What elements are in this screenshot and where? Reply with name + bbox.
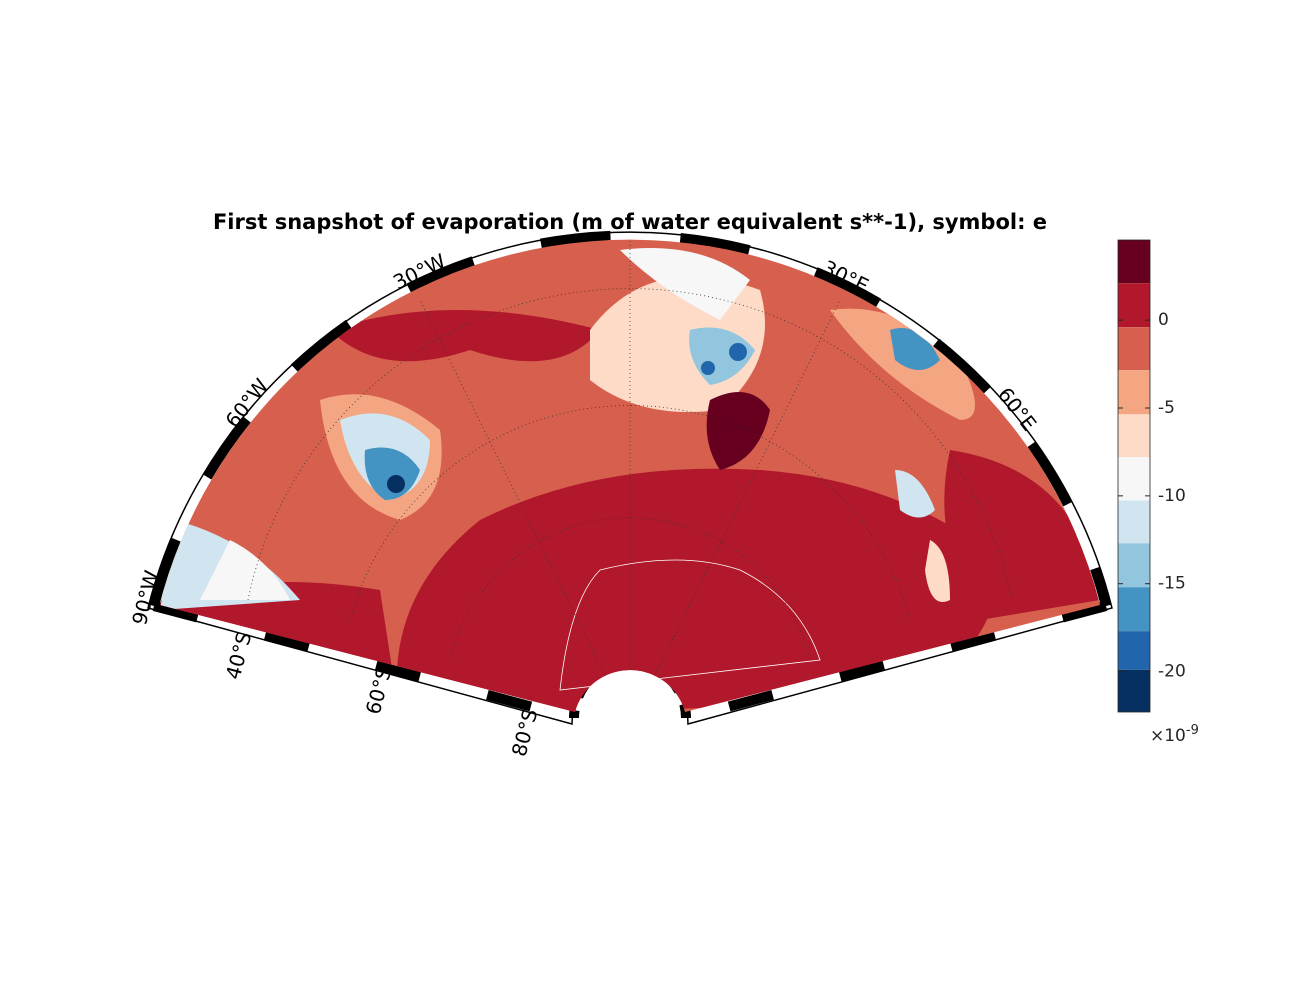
colorbar-band [1118, 283, 1150, 328]
colorbar-band [1118, 631, 1150, 670]
colorbar-tick-label: -20 [1158, 662, 1186, 682]
scale-base: ×10 [1150, 726, 1186, 746]
chart-title: First snapshot of evaporation (m of wate… [213, 210, 1047, 234]
latitude-label: 40°S [221, 629, 257, 682]
colorbar-band [1118, 327, 1150, 371]
colorbar-frame [1117, 239, 1151, 713]
colorbar-band [1118, 370, 1150, 415]
colorbar-scale: ×10-9 [1150, 723, 1199, 747]
colorbar-band [1118, 587, 1150, 632]
colorbar-tick-label: -10 [1158, 486, 1186, 506]
colorbar-tick-label: -15 [1158, 574, 1186, 594]
colorbar-band [1118, 500, 1150, 544]
colorbar-tick-label: -5 [1158, 398, 1175, 418]
map-field [160, 239, 1100, 712]
colorbar-band [1118, 414, 1150, 458]
latitude-label: 60°S [361, 664, 397, 717]
colorbar-tick-label: 0 [1158, 310, 1169, 330]
colorbar-band [1118, 457, 1150, 501]
colorbar-band [1118, 669, 1150, 712]
colorbar-band [1118, 543, 1150, 588]
colorbar-band [1118, 240, 1150, 284]
latitude-label: 80°S [507, 706, 543, 759]
scale-exponent: -9 [1186, 723, 1199, 738]
